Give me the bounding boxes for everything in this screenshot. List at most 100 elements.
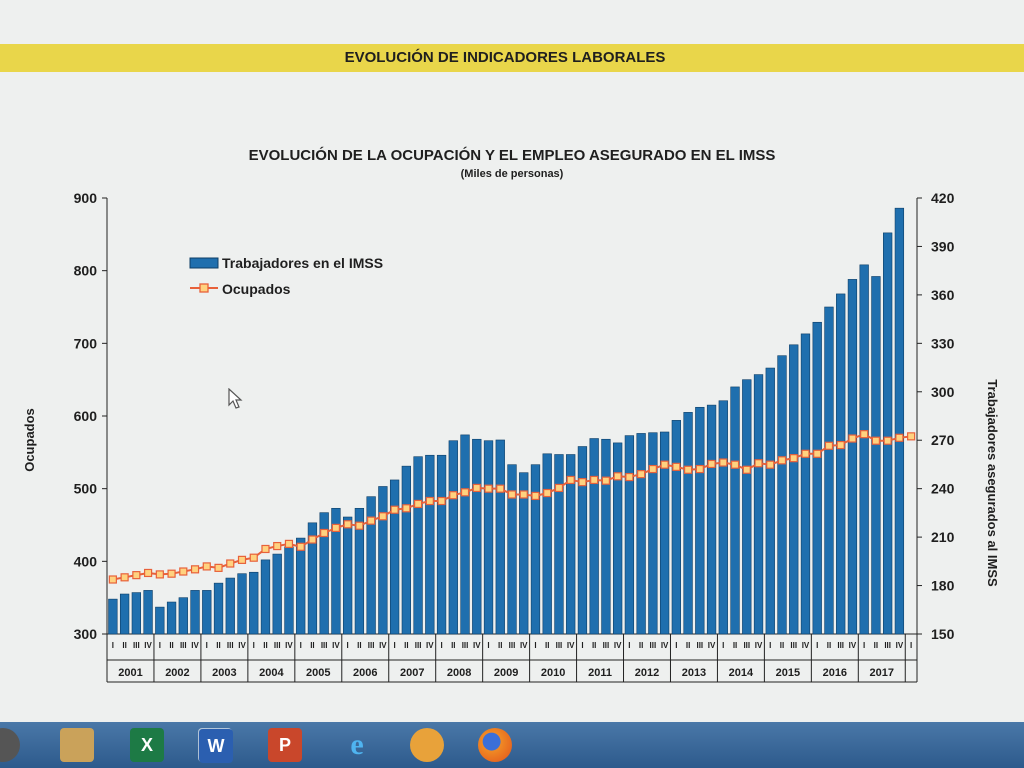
excel-icon[interactable]: X	[130, 728, 164, 762]
line-point	[425, 496, 434, 506]
word-icon[interactable]: W	[198, 728, 233, 763]
quarter-label: II	[639, 641, 643, 650]
quarter-label: II	[733, 641, 737, 650]
year-label: 2011	[588, 667, 612, 679]
line-point	[143, 568, 153, 578]
year-label: 2005	[306, 667, 330, 679]
quarter-label: III	[368, 641, 375, 650]
line-point	[578, 478, 587, 487]
quarter-label: II	[451, 641, 455, 650]
quarter-label: IV	[567, 641, 575, 650]
line-point	[378, 512, 387, 521]
quarter-label: III	[556, 641, 563, 650]
app-icon[interactable]	[410, 728, 444, 762]
quarter-label: I	[722, 641, 724, 650]
bar	[800, 333, 811, 635]
year-label: 2016	[823, 667, 847, 679]
line-point	[601, 476, 611, 485]
line-point	[801, 449, 810, 458]
bar	[695, 406, 705, 635]
quarter-label: IV	[191, 641, 199, 650]
quarter-label: II	[545, 641, 549, 650]
quarter-label: II	[686, 641, 690, 650]
quarter-label: I	[675, 641, 677, 650]
line-point	[120, 573, 129, 582]
powerpoint-icon-glyph: P	[278, 735, 291, 755]
year-label: 2002	[165, 667, 189, 679]
line-point	[813, 449, 822, 458]
quarter-label: III	[227, 641, 234, 650]
quarter-label: I	[769, 641, 771, 650]
year-label: 2012	[635, 667, 659, 679]
quarter-label: III	[650, 641, 657, 650]
bar	[213, 582, 224, 635]
media-icon[interactable]	[0, 728, 20, 762]
bar	[331, 507, 341, 635]
right-tick-label: 300	[931, 384, 955, 400]
right-tick-label: 180	[931, 578, 955, 594]
bar	[166, 601, 177, 635]
firefox-icon[interactable]	[478, 728, 512, 762]
quarter-label: IV	[238, 641, 246, 650]
quarter-label: I	[159, 641, 161, 650]
quarter-label: III	[321, 641, 328, 650]
line-point	[683, 465, 693, 474]
quarter-label: IV	[708, 641, 716, 650]
quarter-label: III	[415, 641, 422, 650]
bar	[448, 440, 458, 635]
line-point	[660, 460, 669, 469]
right-tick-label: 330	[931, 335, 955, 351]
bar	[765, 367, 775, 635]
plot-area: 300 400 500 600 700 800 900 150 180 210 240 270 300 3…	[74, 190, 955, 683]
line-point	[167, 569, 176, 578]
year-label: 2015	[776, 667, 800, 679]
internet-explorer-icon[interactable]: e	[340, 728, 374, 762]
quarter-label: I	[534, 641, 536, 650]
year-label: 2003	[212, 667, 236, 679]
quarter-label: III	[180, 641, 187, 650]
bar	[119, 593, 130, 635]
bar	[401, 465, 411, 635]
line-point	[543, 488, 552, 498]
right-tick-label: 360	[931, 287, 955, 303]
line-point	[496, 484, 505, 493]
bar	[249, 571, 259, 635]
bar	[155, 606, 165, 635]
left-tick-label: 300	[74, 626, 98, 642]
bar	[624, 435, 635, 635]
year-label: 2017	[870, 667, 894, 679]
line-point	[707, 459, 716, 469]
quarter-label: II	[263, 641, 267, 650]
line-point	[554, 483, 564, 493]
line-point	[190, 565, 200, 574]
quarter-label: III	[274, 641, 281, 650]
line-point	[824, 441, 834, 450]
legend-label-bars: Trabajadores en el IMSS	[222, 255, 383, 271]
bar	[718, 400, 728, 635]
bar	[378, 486, 388, 635]
line-point	[202, 562, 211, 571]
powerpoint-icon[interactable]: P	[268, 728, 302, 762]
file-explorer-icon[interactable]	[60, 728, 94, 762]
quarter-label: IV	[144, 641, 152, 650]
legend-line-marker	[199, 283, 209, 293]
line-point	[214, 563, 223, 572]
quarter-label: I	[112, 641, 114, 650]
bar	[284, 546, 294, 635]
quarter-label: II	[827, 641, 831, 650]
line-point	[871, 436, 881, 445]
bar	[495, 439, 505, 635]
bar	[683, 412, 693, 635]
quarter-label: III	[743, 641, 750, 650]
line-point	[402, 504, 411, 513]
line-point	[108, 575, 117, 584]
taskbar: X W P e	[0, 722, 1024, 768]
left-tick-label: 500	[74, 481, 98, 497]
bar	[472, 438, 482, 635]
bar	[354, 507, 365, 635]
line-point	[719, 458, 728, 467]
bar	[894, 207, 905, 635]
line-point	[296, 542, 305, 551]
bar	[519, 472, 529, 635]
bar	[566, 454, 576, 635]
